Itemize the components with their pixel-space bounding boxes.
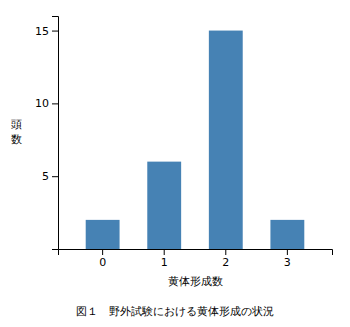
x-axis-line bbox=[59, 250, 333, 256]
bar bbox=[270, 220, 304, 249]
y-tick: 15 bbox=[35, 25, 58, 38]
plot-area: 0 1 2 3 5 10 15 bbox=[35, 17, 333, 269]
caption: 図１ 野外試験における黄体形成の状況 bbox=[76, 305, 274, 318]
x-axis-label: 黄体形成数 bbox=[168, 275, 223, 288]
x-tick: 0 bbox=[99, 249, 106, 269]
bar bbox=[147, 162, 181, 249]
y-axis: 5 10 15 bbox=[35, 17, 59, 250]
y-tick-mark bbox=[52, 31, 58, 32]
bar bbox=[209, 31, 243, 249]
x-tick: 1 bbox=[161, 249, 168, 269]
x-tick-label: 0 bbox=[99, 256, 106, 269]
x-tick-mark bbox=[102, 249, 103, 255]
chart-svg: 0 1 2 3 5 10 15 黄体形成数 頭数図１ 野外試験における黄体形成の状況 bbox=[0, 0, 350, 327]
y-tick-label: 5 bbox=[42, 170, 49, 183]
bars bbox=[86, 31, 305, 249]
y-tick-label: 10 bbox=[35, 97, 49, 110]
x-axis: 0 1 2 3 bbox=[59, 249, 333, 269]
y-tick: 5 bbox=[42, 170, 58, 183]
x-tick: 2 bbox=[222, 249, 229, 269]
x-tick-label: 2 bbox=[222, 256, 229, 269]
x-tick-label: 1 bbox=[161, 256, 168, 269]
y-axis-label: 頭数 bbox=[11, 118, 22, 146]
y-tick: 10 bbox=[35, 97, 58, 110]
y-tick-mark bbox=[52, 103, 58, 104]
x-tick-mark bbox=[164, 249, 165, 255]
y-tick-mark bbox=[52, 176, 58, 177]
y-axis-line bbox=[52, 17, 59, 250]
x-tick-label: 3 bbox=[284, 256, 291, 269]
x-tick-mark bbox=[287, 249, 288, 255]
bar bbox=[86, 220, 120, 249]
y-tick-label: 15 bbox=[35, 25, 49, 38]
x-tick: 3 bbox=[284, 249, 291, 269]
x-tick-mark bbox=[225, 249, 226, 255]
